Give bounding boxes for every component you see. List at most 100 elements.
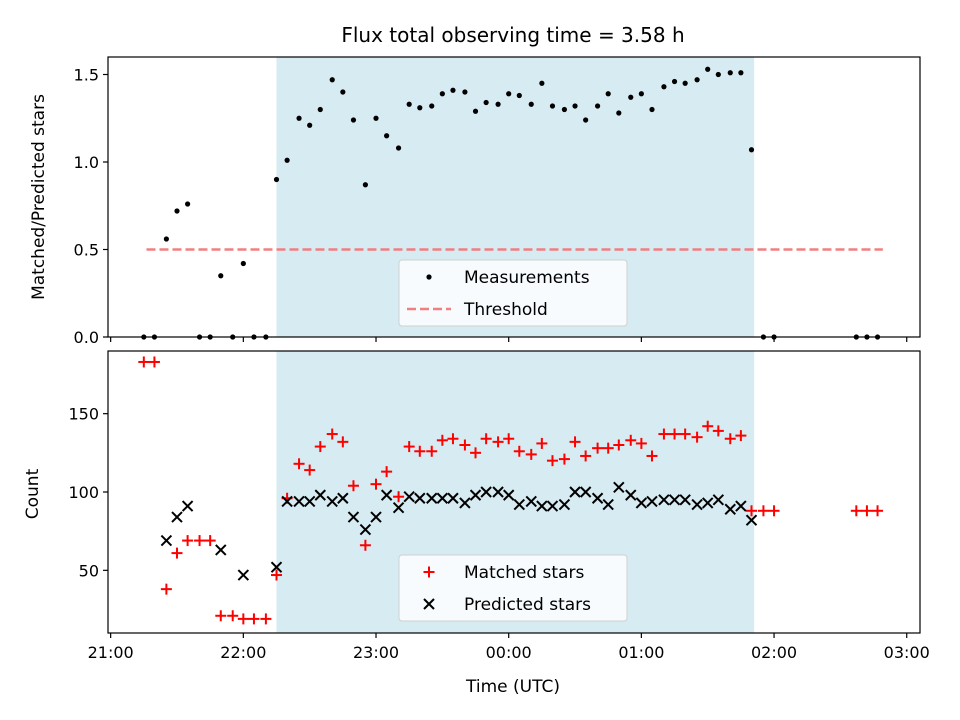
matched-star-point [171, 547, 183, 559]
matched-star-point [138, 356, 150, 368]
measurement-point [561, 106, 568, 113]
predicted-star-point [403, 490, 415, 503]
count-panel: 50 100 150 21:00 22:00 23:00 00:00 01:00 02:00 03… [68, 350, 930, 662]
measurement-point [296, 115, 302, 121]
matched-star-point [724, 433, 736, 445]
predicted-star-point [691, 498, 703, 511]
predicted-star-point [459, 497, 471, 509]
measurement-point [594, 103, 601, 109]
predicted-star-point [591, 492, 604, 504]
matched-star-point [271, 569, 283, 581]
predicted-star-point [745, 514, 758, 526]
measurement-point [682, 80, 688, 86]
count-series-1 [160, 481, 758, 581]
predicted-star-point [525, 495, 537, 508]
measurement-point [628, 94, 634, 100]
matched-star-point [625, 434, 637, 446]
predicted-star-point [536, 500, 548, 512]
matched-star-point [304, 464, 316, 476]
predicted-star-point [215, 544, 227, 556]
measurement-point [649, 106, 655, 113]
predicted-star-point [171, 511, 183, 523]
ratio-ytick-label: 0.0 [74, 328, 99, 347]
predicted-star-point [347, 511, 360, 523]
predicted-star-point [558, 498, 571, 511]
matched-star-point [237, 613, 249, 625]
xtick-label: 23:00 [353, 643, 399, 662]
predicted-star-point [492, 486, 504, 498]
legend-marker [423, 598, 435, 610]
count-ytick-label: 50 [79, 561, 99, 580]
predicted-star-point [613, 481, 625, 494]
predicted-star-point [237, 569, 250, 581]
measurement-point [163, 236, 169, 242]
matched-star-point [513, 445, 525, 457]
measurement-point [384, 133, 390, 139]
measurement-point [727, 70, 733, 76]
count-series-0 [138, 356, 884, 625]
measurement-point [373, 115, 379, 121]
matched-star-point [314, 441, 326, 453]
measurement-point [340, 89, 346, 95]
predicted-star-point [359, 523, 372, 536]
measurement-point [583, 117, 589, 123]
ratio-axes-frame [107, 56, 921, 338]
predicted-star-point [414, 492, 426, 504]
measurement-point [572, 103, 578, 109]
matched-star-point [480, 433, 492, 445]
count-y-axis-label: Count [23, 468, 43, 519]
count-legend [398, 554, 628, 622]
matched-star-point [525, 448, 537, 460]
ratio-ytick-label: 1.0 [74, 153, 99, 172]
xtick-label: 00:00 [486, 643, 532, 662]
xtick-label: 01:00 [618, 643, 664, 662]
matched-star-point [194, 535, 206, 547]
matched-star-point [260, 613, 272, 625]
matched-star-point [359, 539, 371, 551]
predicted-star-point [314, 489, 326, 501]
measurement-point [483, 99, 489, 106]
xtick-label: 22:00 [220, 643, 266, 662]
predicted-star-point [380, 489, 393, 501]
measurement-point [406, 101, 412, 107]
matched-star-point [248, 613, 260, 625]
xtick-label: 03:00 [884, 643, 930, 662]
measurement-point [506, 91, 512, 97]
xtick-label: 21:00 [88, 643, 134, 662]
matched-star-point [503, 433, 515, 445]
predicted-star-point [635, 497, 648, 509]
predicted-star-point [293, 495, 305, 508]
ratio-legend [398, 259, 628, 327]
matched-star-point [669, 428, 681, 440]
matched-star-point [381, 466, 393, 478]
predicted-star-point [735, 500, 747, 512]
measurement-point [395, 145, 402, 151]
legend-label: Measurements [464, 268, 590, 288]
xtick-label: 02:00 [751, 643, 797, 662]
matched-star-point [712, 425, 724, 437]
legend-label: Matched stars [464, 563, 584, 583]
predicted-star-point [724, 503, 736, 515]
predicted-star-point [513, 498, 526, 511]
predicted-star-point [281, 495, 293, 508]
measurement-point [462, 89, 468, 95]
matched-star-point [227, 610, 239, 622]
predicted-star-point [337, 492, 349, 504]
matched-star-point [646, 450, 658, 462]
measurement-point [218, 273, 224, 279]
x-axis-label: Time (UTC) [465, 677, 560, 697]
matched-star-point [492, 436, 504, 448]
predicted-star-point [602, 498, 614, 511]
measurement-point [661, 84, 667, 90]
matched-star-point [558, 453, 570, 465]
predicted-star-point [546, 500, 559, 512]
measurement-point [439, 91, 445, 97]
measurement-point [284, 157, 290, 163]
chart-title: Flux total observing time = 3.58 h [341, 23, 684, 47]
measurement-point [715, 71, 721, 78]
matched-star-point [148, 356, 160, 368]
predicted-star-point [392, 501, 405, 514]
matched-star-point [757, 505, 769, 517]
matched-star-point [215, 610, 227, 622]
measurement-point [362, 182, 368, 188]
